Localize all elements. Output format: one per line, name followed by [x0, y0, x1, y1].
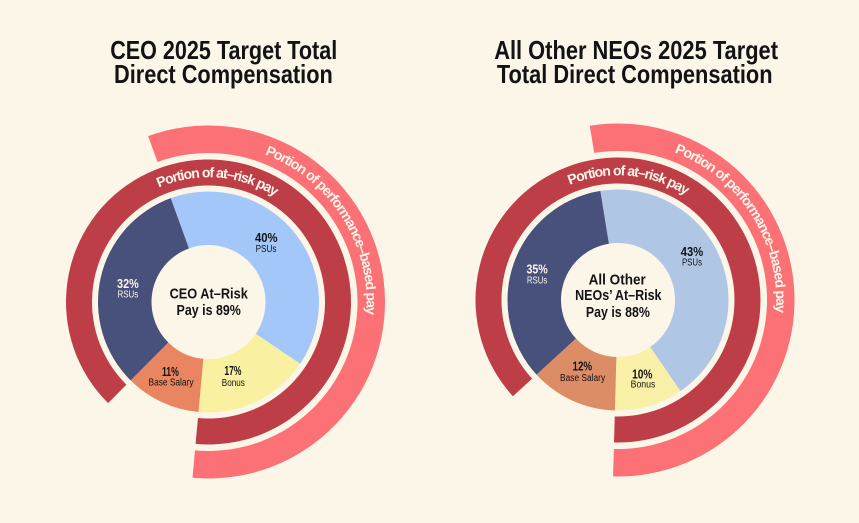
svg-text:40%: 40% — [255, 231, 278, 245]
svg-text:43%: 43% — [681, 245, 703, 259]
svg-text:32%: 32% — [117, 277, 139, 291]
svg-text:Bonus: Bonus — [631, 380, 656, 391]
svg-text:Pay is 88%: Pay is 88% — [586, 304, 650, 321]
svg-text:Pay is 89%: Pay is 89% — [177, 302, 241, 319]
svg-text:35%: 35% — [526, 263, 547, 277]
svg-text:12%: 12% — [573, 359, 593, 373]
svg-text:CEO 2025 Target Total: CEO 2025 Target Total — [110, 35, 337, 65]
svg-text:10%: 10% — [632, 367, 652, 381]
svg-text:RSUs: RSUs — [527, 276, 547, 287]
svg-text:All Other NEOs 2025 Target: All Other NEOs 2025 Target — [494, 35, 778, 65]
svg-text:Total Direct Compensation: Total Direct Compensation — [497, 59, 773, 89]
svg-text:Bonus: Bonus — [222, 378, 245, 389]
svg-text:Direct Compensation: Direct Compensation — [114, 59, 333, 89]
svg-text:PSUs: PSUs — [682, 258, 702, 269]
svg-text:Base Salary: Base Salary — [560, 373, 605, 384]
svg-text:11%: 11% — [162, 365, 179, 379]
svg-text:Base Salary: Base Salary — [149, 378, 194, 389]
svg-text:NEOs’ At–Risk: NEOs’ At–Risk — [575, 287, 662, 304]
svg-text:All Other: All Other — [589, 271, 646, 288]
svg-text:RSUs: RSUs — [118, 290, 139, 301]
svg-text:PSUs: PSUs — [256, 244, 277, 255]
svg-text:17%: 17% — [224, 364, 241, 378]
svg-text:CEO At–Risk: CEO At–Risk — [170, 286, 249, 303]
